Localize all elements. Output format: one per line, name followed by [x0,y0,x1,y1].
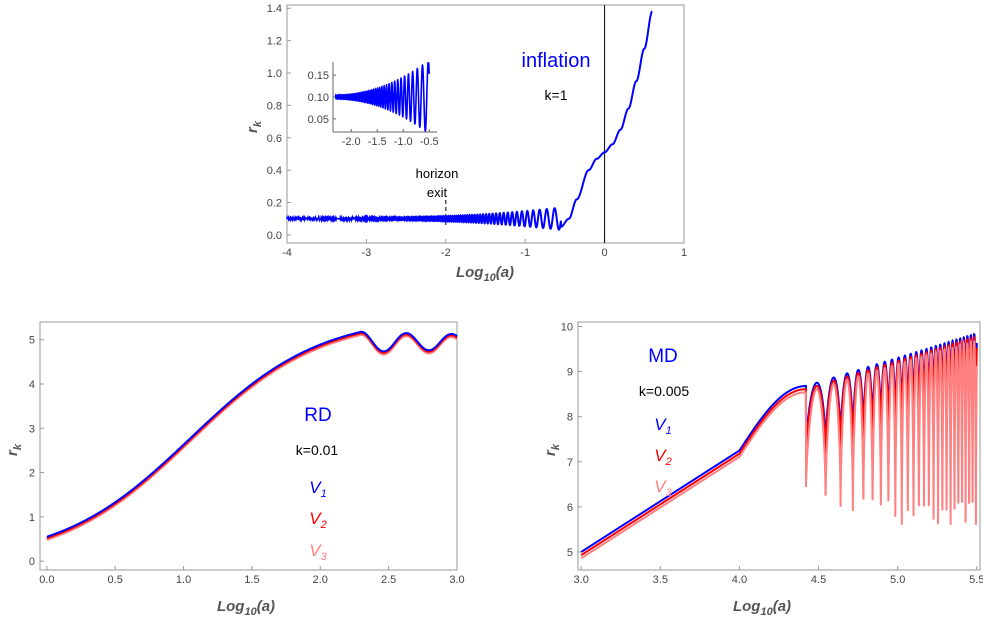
md-series-line-v1 [580,332,978,553]
inset-y-tick-label: 0.05 [308,114,329,126]
md-label: MD [648,346,678,367]
inflation-series-line [286,10,653,231]
inflation-y-tick-label: 0.8 [267,100,282,112]
rd-x-tick-label: 2.0 [313,574,328,586]
rd-legend: V1 V2 V3 [309,478,327,563]
rd-y-tick-label: 5 [29,335,35,347]
inflation-y-tick-label: 1.0 [267,68,282,80]
rd-y-tick-label: 4 [29,379,35,391]
rd-panel: 0.0 0.5 1.0 1.5 2.0 2.5 3.0 0 1 2 3 4 5 RD k=0.01 V… [4,321,465,618]
exit-label: exit [427,185,448,200]
inset-y-ticks: 0.05 0.10 0.15 [308,70,336,126]
inset-series-line [334,62,430,132]
md-y-tick-label: 10 [561,322,573,334]
md-series-lines [580,332,978,560]
rd-series-line-v2 [46,332,458,540]
rd-k-label: k=0.01 [296,442,339,458]
inset-x-tick-label: -1.5 [368,136,387,148]
inset-x-tick-label: -2.0 [342,136,361,148]
md-panel: 3.0 3.5 4.0 4.5 5.0 5.5 5 6 7 8 9 10 MD k=0.005 V1… [542,321,983,618]
inflation-x-tick-label: 1 [681,247,687,259]
md-y-tick-label: 6 [567,502,573,514]
md-x-tick-label: 5.5 [969,574,983,586]
rd-series-line-v1 [46,330,458,538]
md-x-axis-title: Log10(a) [733,598,791,618]
rd-x-tick-label: 0.5 [108,574,123,586]
rd-x-tick-label: 0.0 [39,574,54,586]
inset-y-tick-label: 0.15 [308,70,329,82]
rd-y-tick-label: 1 [29,512,35,524]
md-x-tick-label: 3.0 [574,574,589,586]
md-legend: V1 V2 V3 [654,415,672,499]
inflation-y-tick-label: 1.4 [267,3,282,15]
inflation-k-label: k=1 [545,87,568,103]
inflation-x-tick-label: -3 [362,247,372,259]
rd-series-line-v3 [46,333,458,541]
rd-x-ticks: 0.0 0.5 1.0 1.5 2.0 2.5 3.0 [39,566,465,586]
inflation-panel: -4 -3 -2 -1 0 1 0.0 0.2 0.4 0.6 0.8 1.0 1.2 1.4 infl… [244,3,687,284]
rd-x-axis-title: Log10(a) [217,598,275,618]
md-x-ticks: 3.0 3.5 4.0 4.5 5.0 5.5 [574,566,983,586]
inset-x-ticks: -2.0 -1.5 -1.0 -0.5 [342,129,439,148]
inflation-y-axis-title: rk [244,120,264,133]
md-y-tick-label: 9 [567,367,573,379]
md-series-line-v3 [580,339,978,560]
md-y-tick-label: 7 [567,457,573,469]
rd-series-lines [46,330,458,541]
md-y-ticks: 5 6 7 8 9 10 [561,322,582,559]
rd-label: RD [304,405,331,426]
rd-x-tick-label: 2.5 [381,574,396,586]
inflation-x-tick-label: -4 [282,247,292,259]
inflation-y-tick-label: 1.2 [267,36,282,48]
md-y-axis-title: rk [542,443,562,456]
md-y-tick-label: 8 [567,412,573,424]
md-series-line-v2 [580,335,978,556]
inflation-y-tick-label: 0.2 [267,198,282,210]
inflation-x-axis-title: Log10(a) [456,264,514,284]
md-k-label: k=0.005 [639,383,689,399]
horizon-label: horizon [416,166,459,181]
rd-plot-frame [39,321,458,571]
inset-x-tick-label: -1.0 [394,136,413,148]
inflation-y-ticks: 0.0 0.2 0.4 0.6 0.8 1.0 1.2 1.4 [267,3,291,242]
rd-y-tick-label: 0 [29,556,35,568]
md-x-tick-label: 4.0 [732,574,747,586]
rd-y-ticks: 0 1 2 3 4 5 [29,335,44,568]
md-x-tick-label: 3.5 [653,574,668,586]
rd-y-tick-label: 3 [29,423,35,435]
inset-y-tick-label: 0.10 [308,92,329,104]
rd-x-tick-label: 1.5 [244,574,259,586]
md-y-tick-label: 5 [567,547,573,559]
rd-y-axis-title: rk [4,443,24,456]
md-x-tick-label: 5.0 [890,574,905,586]
rd-x-tick-label: 1.0 [176,574,191,586]
rd-y-tick-label: 2 [29,468,35,480]
inflation-x-tick-label: 0 [602,247,608,259]
md-x-tick-label: 4.5 [811,574,826,586]
inset-x-tick-label: -0.5 [420,136,439,148]
inflation-inset: -2.0 -1.5 -1.0 -0.5 0.05 0.10 0.15 [308,60,439,148]
inflation-y-tick-label: 0.6 [267,133,282,145]
inflation-y-tick-label: 0.0 [267,230,282,242]
inflation-y-tick-label: 0.4 [267,165,282,177]
inflation-x-tick-label: -2 [441,247,451,259]
inflation-label: inflation [522,50,591,72]
inflation-x-tick-label: -1 [520,247,530,259]
rd-x-tick-label: 3.0 [449,574,464,586]
